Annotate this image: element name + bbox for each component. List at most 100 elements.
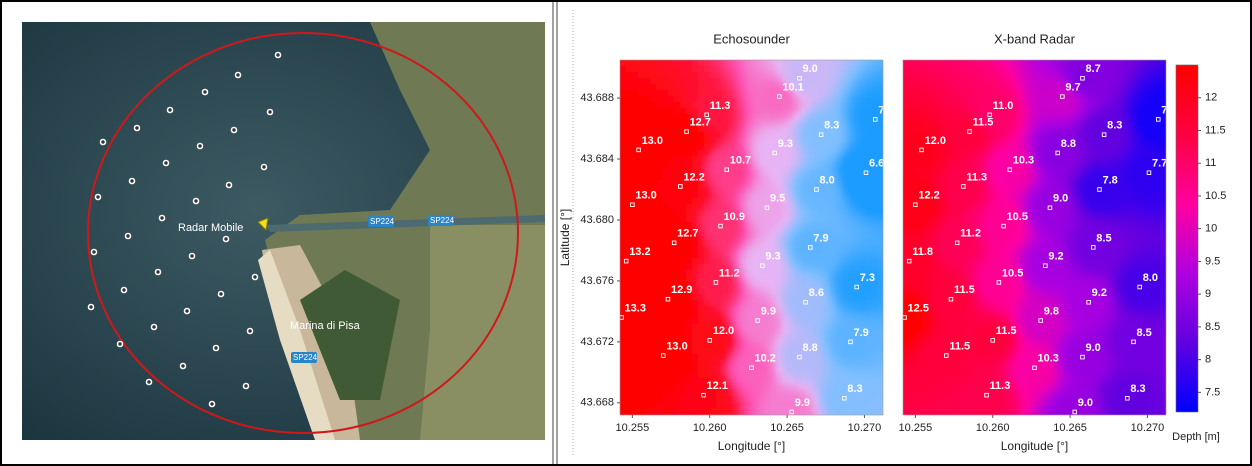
field-cell	[836, 342, 843, 349]
field-cell	[903, 102, 910, 109]
field-cell	[632, 204, 639, 211]
field-cell	[866, 300, 873, 307]
field-cell	[842, 90, 849, 97]
field-cell	[1149, 102, 1156, 109]
field-cell	[1071, 210, 1078, 217]
field-cell	[1101, 108, 1108, 115]
field-cell	[830, 246, 837, 253]
field-cell	[740, 60, 747, 67]
field-cell	[830, 294, 837, 301]
field-cell	[716, 306, 723, 313]
field-cell	[716, 348, 723, 355]
field-cell	[698, 96, 705, 103]
field-cell	[957, 72, 964, 79]
field-cell	[848, 366, 855, 373]
field-cell	[1113, 162, 1120, 169]
field-cell	[1035, 210, 1042, 217]
field-cell	[620, 180, 627, 187]
field-cell	[764, 132, 771, 139]
field-cell	[806, 312, 813, 319]
field-cell	[1029, 294, 1036, 301]
field-cell	[656, 384, 663, 391]
field-cell	[824, 108, 831, 115]
field-cell	[728, 192, 735, 199]
field-cell	[752, 192, 759, 199]
field-cell	[1095, 90, 1102, 97]
field-cell	[1131, 120, 1138, 127]
field-cell	[981, 294, 988, 301]
field-cell	[632, 318, 639, 325]
field-cell	[975, 246, 982, 253]
field-cell	[975, 240, 982, 247]
field-cell	[915, 180, 922, 187]
field-cell	[632, 270, 639, 277]
value-label: 9.0	[802, 63, 817, 75]
field-cell	[668, 210, 675, 217]
field-cell	[812, 378, 819, 385]
field-cell	[812, 300, 819, 307]
field-cell	[981, 150, 988, 157]
field-cell	[764, 384, 771, 391]
field-cell	[975, 72, 982, 79]
field-cell	[1125, 234, 1132, 241]
field-cell	[806, 252, 813, 259]
field-cell	[830, 234, 837, 241]
field-cell	[963, 216, 970, 223]
field-cell	[1143, 198, 1150, 205]
field-cell	[746, 282, 753, 289]
field-cell	[638, 402, 645, 409]
field-cell	[945, 198, 952, 205]
field-cell	[728, 180, 735, 187]
field-cell	[680, 396, 687, 403]
field-cell	[848, 102, 855, 109]
field-cell	[722, 222, 729, 229]
field-cell	[842, 252, 849, 259]
field-cell	[722, 126, 729, 133]
field-cell	[987, 66, 994, 73]
field-cell	[1107, 66, 1114, 73]
field-cell	[1131, 288, 1138, 295]
field-cell	[854, 300, 861, 307]
field-cell	[1125, 294, 1132, 301]
field-cell	[1071, 60, 1078, 67]
field-cell	[848, 180, 855, 187]
field-cell	[764, 318, 771, 325]
field-cell	[872, 396, 879, 403]
field-cell	[812, 96, 819, 103]
field-cell	[698, 342, 705, 349]
field-cell	[698, 366, 705, 373]
field-cell	[650, 78, 657, 85]
field-cell	[812, 90, 819, 97]
field-cell	[1149, 222, 1156, 229]
field-cell	[1029, 126, 1036, 133]
field-cell	[800, 186, 807, 193]
field-cell	[812, 390, 819, 397]
field-cell	[1095, 156, 1102, 163]
field-cell	[1029, 270, 1036, 277]
field-cell	[740, 300, 747, 307]
field-cell	[746, 132, 753, 139]
field-cell	[668, 306, 675, 313]
field-cell	[740, 282, 747, 289]
field-cell	[1047, 144, 1054, 151]
field-cell	[710, 216, 717, 223]
field-cell	[915, 288, 922, 295]
field-cell	[818, 156, 825, 163]
field-cell	[1047, 114, 1054, 121]
field-cell	[1053, 204, 1060, 211]
field-cell	[656, 300, 663, 307]
field-cell	[866, 72, 873, 79]
field-cell	[632, 114, 639, 121]
field-cell	[740, 78, 747, 85]
field-cell	[1131, 180, 1138, 187]
field-cell	[740, 252, 747, 259]
field-cell	[848, 114, 855, 121]
field-cell	[1029, 180, 1036, 187]
field-cell	[776, 318, 783, 325]
field-cell	[1053, 156, 1060, 163]
field-cell	[1017, 312, 1024, 319]
field-cell	[1005, 138, 1012, 145]
field-cell	[824, 222, 831, 229]
field-cell	[824, 72, 831, 79]
field-cell	[806, 276, 813, 283]
